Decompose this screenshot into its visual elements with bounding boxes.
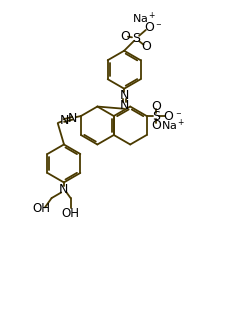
Text: $^-$: $^-$ <box>154 22 162 32</box>
Text: N: N <box>59 183 68 196</box>
Text: OH: OH <box>32 202 50 215</box>
Text: O: O <box>151 119 160 132</box>
Text: N: N <box>68 112 77 125</box>
Text: OH: OH <box>61 206 79 219</box>
Text: O: O <box>163 109 173 122</box>
Text: S: S <box>132 32 140 45</box>
Text: S: S <box>152 109 160 122</box>
Text: N: N <box>59 114 68 127</box>
Text: Na$^+$: Na$^+$ <box>131 10 156 25</box>
Text: O: O <box>143 21 153 34</box>
Text: O: O <box>151 100 160 113</box>
Text: Na$^+$: Na$^+$ <box>161 118 185 133</box>
Text: O: O <box>119 30 129 43</box>
Text: N: N <box>119 89 128 102</box>
Text: O: O <box>141 40 151 53</box>
Text: N: N <box>119 99 128 112</box>
Text: $^-$: $^-$ <box>173 111 182 121</box>
